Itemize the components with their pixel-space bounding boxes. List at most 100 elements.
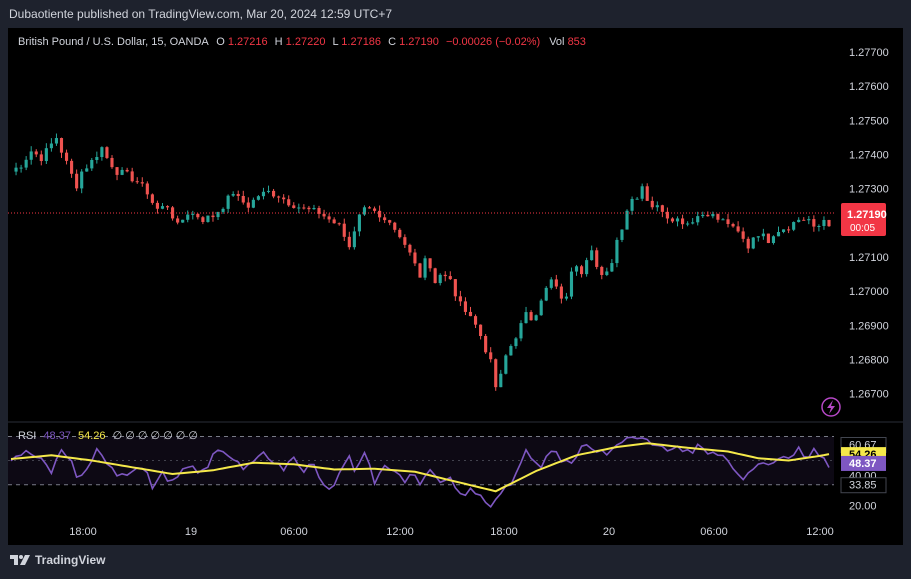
candle [534,314,538,322]
time-axis-tick: 12:00 [386,526,414,538]
rsi-axis-tick: 20.00 [849,501,877,513]
candle [615,237,619,268]
price-axis-tick: 1.27300 [849,184,889,196]
candle [585,257,589,277]
chart-frame[interactable]: 1.27700 1.27600 1.27500 1.27400 1.27300 1.271… [8,28,903,545]
candle [266,185,271,194]
rsi-ma-line [10,442,830,493]
candle [388,219,392,226]
candle [569,267,574,300]
candle [559,283,563,304]
time-axis-tick: 12:00 [806,526,834,538]
candle [34,149,38,158]
candle [817,224,821,232]
candle [812,215,816,232]
candle [246,197,250,213]
candle [110,155,114,169]
candle [297,203,301,214]
price-axis-tick: 1.27400 [849,149,889,161]
open-value: 1.27216 [228,36,268,48]
candle [186,210,190,223]
candle [181,219,185,223]
symbol-legend: British Pound / U.S. Dollar, 15, OANDA O… [18,36,586,48]
candle [473,314,478,329]
candle [529,310,533,321]
candle [236,190,240,201]
candle [645,183,649,201]
candle [792,221,796,232]
candle [261,187,266,200]
candle [514,336,518,349]
candle [145,181,149,199]
candle [130,167,134,183]
candle [282,194,286,204]
candle [781,229,786,234]
candle [64,149,69,165]
open-label: O [216,36,225,48]
candle [741,227,745,243]
publisher-bar: Dubaotiente published on TradingView.com… [0,0,911,28]
candle [342,218,346,241]
candle [196,213,200,220]
lightning-icon[interactable] [821,397,841,417]
candle [443,271,447,282]
candle [201,216,205,225]
candle [327,213,331,223]
brand-name: TradingView [35,553,106,567]
candle [802,217,806,221]
candle [125,167,129,173]
candle [539,298,543,316]
candle [650,196,654,210]
rsi-legend-extras: ∅ ∅ ∅ ∅ ∅ ∅ ∅ [113,430,198,442]
rsi-legend-value: 48.37 [43,430,71,442]
tradingview-logo-icon [10,555,30,565]
candle [509,344,513,356]
candle [640,183,644,202]
low-value: 1.27186 [341,36,381,48]
candle [701,211,705,219]
candle [277,195,281,203]
close-value: 1.27190 [399,36,439,48]
high-value: 1.27220 [286,36,326,48]
candle [610,259,614,273]
candle [665,207,669,224]
price-chart[interactable]: 1.27700 1.27600 1.27500 1.27400 1.27300 1.271… [8,28,903,545]
candle [771,235,776,245]
candle [519,320,523,342]
candle [221,207,225,214]
candle [135,177,139,184]
candle [176,215,180,225]
candle [120,167,124,176]
candle [463,297,468,316]
candle [660,204,664,218]
candle [625,209,629,230]
candle [423,255,427,281]
candle [766,233,770,244]
time-axis-tick: 18:00 [490,526,518,538]
rsi-legend: RSI 48.37 54.26 ∅ ∅ ∅ ∅ ∅ ∅ ∅ [18,430,198,442]
candle [600,265,604,280]
price-axis-tick: 1.27100 [849,252,889,264]
candle [29,146,33,165]
rsi-ma-legend-value: 54.26 [78,430,106,442]
candle [226,194,230,213]
price-axis-tick: 1.27500 [849,115,889,127]
candle [751,237,755,250]
candle [776,226,781,237]
tradingview-logo[interactable]: TradingView [9,553,105,567]
candle [206,215,210,223]
price-axis-tick: 1.27700 [849,47,889,59]
volume-value: 853 [568,36,586,48]
candle [307,205,311,213]
candle [418,262,422,278]
candle [70,158,74,178]
candle [504,354,508,375]
time-axis-tick: 20 [603,526,615,538]
candle [711,211,715,219]
candle [292,202,296,209]
candle [393,221,397,233]
candle [372,206,377,213]
candle [433,267,437,284]
candle [241,190,245,205]
candle [413,248,417,267]
